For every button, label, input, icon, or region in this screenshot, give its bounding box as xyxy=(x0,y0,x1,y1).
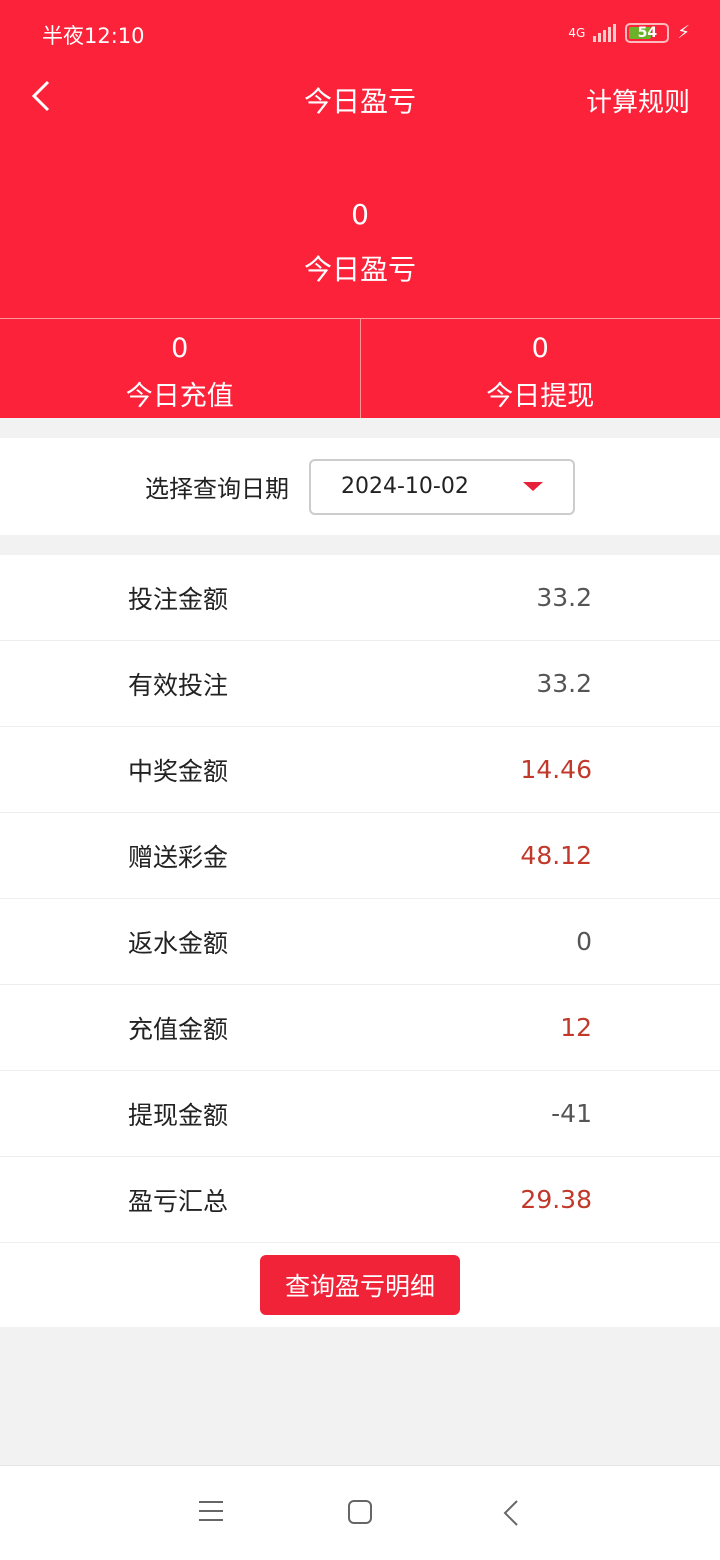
menu-icon[interactable] xyxy=(199,1500,223,1526)
stat-label: 今日充值 xyxy=(125,381,234,412)
summary-value: 0 xyxy=(351,198,369,231)
date-filter: 选择查询日期 2024-10-02 xyxy=(0,438,720,535)
network-label: 4G xyxy=(568,25,586,40)
list-item: 提现金额 -41 xyxy=(0,1071,720,1157)
charging-icon: ⚡ xyxy=(677,22,690,43)
stat-value: 0 xyxy=(171,333,189,364)
row-value: 14.46 xyxy=(520,755,592,784)
date-select[interactable]: 2024-10-02 xyxy=(309,458,575,515)
row-value: -41 xyxy=(551,1099,592,1128)
status-time: 半夜12:10 xyxy=(42,24,145,48)
row-value: 12 xyxy=(560,1013,592,1042)
row-value: 33.2 xyxy=(536,669,592,698)
row-value: 48.12 xyxy=(520,841,592,870)
row-label: 提现金额 xyxy=(128,1100,229,1130)
caret-down-icon xyxy=(523,482,543,491)
list-item: 有效投注 33.2 xyxy=(0,641,720,727)
date-label: 选择查询日期 xyxy=(145,475,289,503)
row-value: 29.38 xyxy=(520,1185,592,1214)
status-icons: 4G 54 ⚡ xyxy=(568,22,690,43)
list-item: 盈亏汇总 29.38 xyxy=(0,1157,720,1243)
summary-label: 今日盈亏 xyxy=(303,253,416,286)
system-nav-bar xyxy=(0,1465,720,1560)
battery-icon: 54 xyxy=(625,22,670,43)
list-item: 充值金额 12 xyxy=(0,985,720,1071)
list-item: 中奖金额 14.46 xyxy=(0,727,720,813)
list-item: 赠送彩金 48.12 xyxy=(0,813,720,899)
row-label: 有效投注 xyxy=(128,670,229,700)
rules-link[interactable]: 计算规则 xyxy=(585,88,690,118)
stat-label: 今日提现 xyxy=(486,381,595,412)
row-label: 充值金额 xyxy=(128,1014,229,1044)
row-label: 盈亏汇总 xyxy=(128,1186,229,1216)
query-detail-button[interactable]: 查询盈亏明细 xyxy=(260,1255,460,1315)
stats-row: 0 今日充值 0 今日提现 xyxy=(0,318,720,418)
signal-icon xyxy=(593,23,617,42)
row-label: 返水金额 xyxy=(128,928,229,958)
stat-recharge: 0 今日充值 xyxy=(0,319,360,418)
stat-withdraw: 0 今日提现 xyxy=(359,319,720,418)
stat-value: 0 xyxy=(531,333,549,364)
list-item: 返水金额 0 xyxy=(0,899,720,985)
page-title: 今日盈亏 xyxy=(303,85,416,118)
detail-list: 投注金额 33.2 有效投注 33.2 中奖金额 14.46 赠送彩金 48.12 返水金额 0 充… xyxy=(0,555,720,1327)
back-icon[interactable] xyxy=(26,76,66,116)
row-label: 投注金额 xyxy=(128,584,229,614)
nav-back-icon[interactable] xyxy=(502,1500,520,1530)
row-label: 中奖金额 xyxy=(128,756,229,786)
row-label: 赠送彩金 xyxy=(128,842,229,872)
home-icon[interactable] xyxy=(348,1500,372,1528)
list-item: 投注金额 33.2 xyxy=(0,555,720,641)
row-value: 0 xyxy=(576,927,592,956)
row-value: 33.2 xyxy=(536,583,592,612)
header-panel: 半夜12:10 4G 54 ⚡ 今日盈亏 计算规则 0 今日盈亏 0 今日充值 0… xyxy=(0,0,720,418)
date-value: 2024-10-02 xyxy=(341,474,469,499)
